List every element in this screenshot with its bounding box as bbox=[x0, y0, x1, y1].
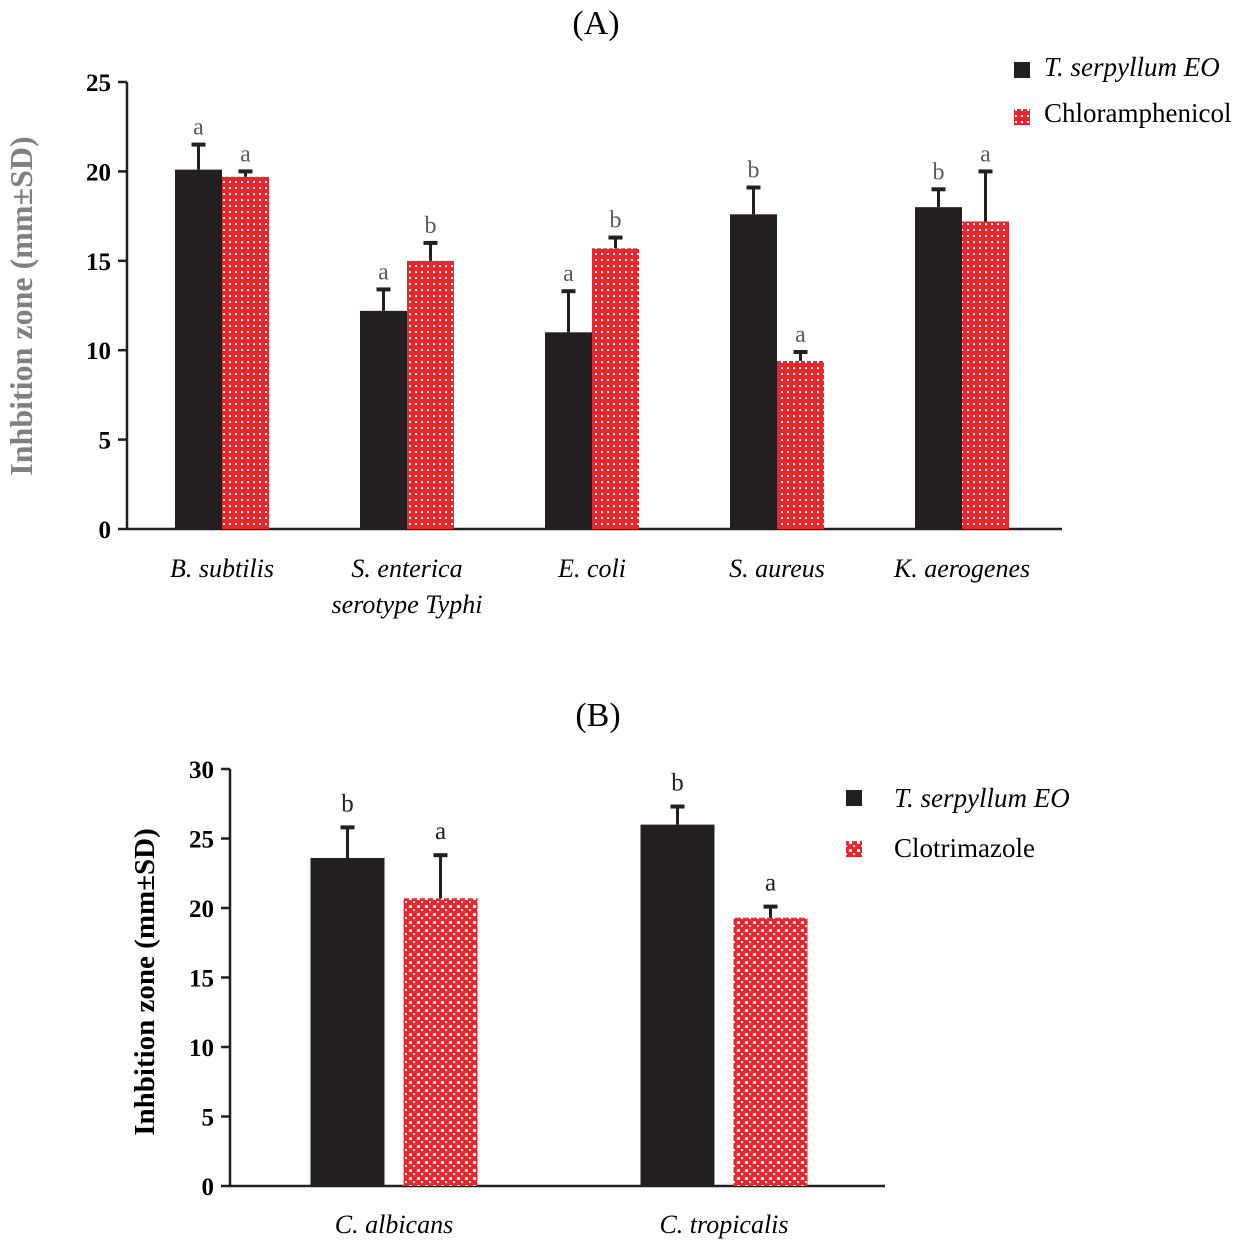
chart-a-ylabel: Inhbition zone (mm±SD) bbox=[3, 136, 39, 475]
y-tick-label: 15 bbox=[189, 966, 214, 993]
y-tick-label: 20 bbox=[86, 159, 111, 186]
bar-t-serpyllum-eo-c-tropicalis bbox=[640, 824, 715, 1186]
bar-t-serpyllum-eo-s-enterica bbox=[360, 310, 407, 529]
significance-label: b bbox=[425, 213, 437, 239]
bar-chloramphenicol-s-aureus bbox=[777, 360, 824, 529]
y-tick-label: 5 bbox=[99, 428, 112, 455]
x-category-label: S. aureus bbox=[729, 554, 825, 583]
legend-a-swatch-chloramphenicol bbox=[1014, 109, 1030, 125]
y-tick-label: 20 bbox=[189, 896, 214, 923]
bar-clotrimazole-c-albicans bbox=[403, 898, 478, 1186]
y-tick-label: 10 bbox=[86, 338, 111, 365]
significance-label: b bbox=[341, 790, 354, 817]
x-category-label: C. albicans bbox=[335, 1210, 453, 1239]
legend-b-label-clotrimazole: Clotrimazole bbox=[894, 833, 1035, 863]
bar-chloramphenicol-b-subtilis bbox=[222, 176, 269, 529]
significance-label: a bbox=[563, 261, 574, 287]
significance-label: a bbox=[435, 818, 446, 845]
chart-b-legend: T. serpyllum EO Clotrimazole bbox=[846, 783, 1070, 863]
x-category-label: K. aerogenes bbox=[893, 554, 1030, 583]
chart-b-plot: 0 5 10 15 20 25 30 b a C. albicans b a C. tropicalis bbox=[189, 757, 885, 1239]
significance-label: a bbox=[193, 115, 204, 141]
y-tick-label: 30 bbox=[189, 757, 214, 784]
significance-label: a bbox=[980, 141, 991, 167]
legend-b-label-eo: T. serpyllum EO bbox=[894, 783, 1070, 813]
bar-t-serpyllum-eo-s-aureus bbox=[730, 214, 777, 529]
bar-t-serpyllum-eo-b-subtilis bbox=[175, 169, 222, 529]
bar-clotrimazole-c-tropicalis bbox=[733, 917, 808, 1186]
x-category-label: S. enterica bbox=[351, 554, 462, 583]
legend-a-label-chloramphenicol: Chloramphenicol bbox=[1044, 98, 1231, 128]
legend-a-swatch-eo bbox=[1014, 62, 1030, 78]
significance-label: b bbox=[671, 770, 684, 797]
significance-label: a bbox=[378, 259, 389, 285]
chart-b-title: (B) bbox=[575, 697, 620, 734]
bar-chloramphenicol-e-coli bbox=[592, 248, 639, 529]
legend-b-swatch-eo bbox=[846, 790, 862, 806]
y-tick-label: 25 bbox=[189, 827, 214, 854]
bar-chloramphenicol-s-enterica bbox=[407, 260, 454, 529]
significance-label: a bbox=[240, 141, 251, 167]
bar-chloramphenicol-k-aerogenes bbox=[962, 221, 1009, 530]
chart-b-ylabel: Inhbition zone (mm±SD) bbox=[129, 828, 161, 1136]
legend-b-swatch-clotrimazole bbox=[846, 841, 862, 857]
bar-t-serpyllum-eo-k-aerogenes bbox=[915, 207, 962, 529]
y-tick-label: 25 bbox=[86, 70, 111, 97]
bar-t-serpyllum-eo-c-albicans bbox=[310, 857, 385, 1186]
y-tick-label: 15 bbox=[86, 249, 111, 276]
y-tick-label: 0 bbox=[202, 1174, 215, 1201]
y-tick-label: 10 bbox=[189, 1035, 214, 1062]
chart-a-title: (A) bbox=[572, 5, 619, 42]
x-category-label: serotype Typhi bbox=[332, 590, 483, 619]
x-category-label: E. coli bbox=[557, 554, 626, 583]
bar-t-serpyllum-eo-e-coli bbox=[545, 332, 592, 529]
significance-label: b bbox=[748, 157, 760, 183]
significance-label: b bbox=[610, 208, 622, 234]
legend-a-label-eo: T. serpyllum EO bbox=[1044, 52, 1220, 82]
x-category-label: B. subtilis bbox=[170, 554, 274, 583]
significance-label: a bbox=[795, 322, 806, 348]
chart-a-legend: T. serpyllum EO Chloramphenicol bbox=[1014, 52, 1231, 128]
y-tick-label: 0 bbox=[99, 517, 112, 544]
significance-label: b bbox=[933, 159, 945, 185]
x-category-label: C. tropicalis bbox=[659, 1210, 788, 1239]
significance-label: a bbox=[765, 870, 776, 897]
y-tick-label: 5 bbox=[202, 1105, 215, 1132]
chart-a-plot: 0 5 10 15 20 25 a a B. subtilis a b S. enterica sero… bbox=[86, 70, 1062, 619]
